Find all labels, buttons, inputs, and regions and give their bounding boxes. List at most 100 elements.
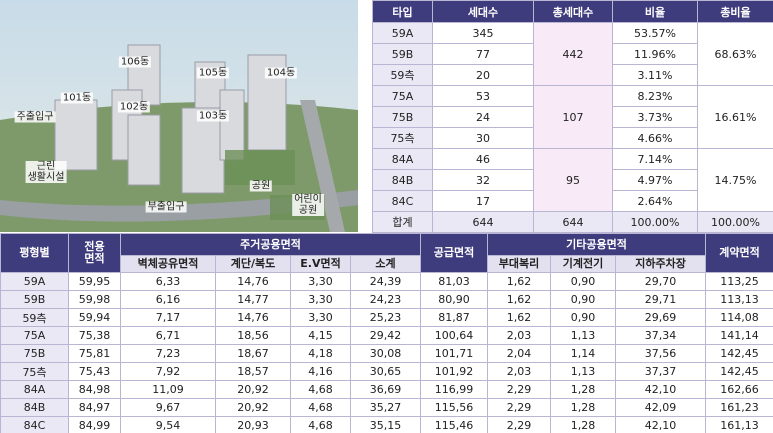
area-cell: 84,98 — [68, 380, 121, 399]
area-cell: 0,90 — [550, 290, 617, 309]
total-cell: 100.00% — [612, 211, 698, 233]
area-cell: 1,28 — [550, 398, 617, 417]
area-cell: 14,77 — [215, 290, 291, 309]
area-cell: 142,45 — [705, 362, 773, 381]
building-label: 103동 — [196, 110, 230, 122]
building-label: 104동 — [264, 67, 298, 79]
data-row: 59A 59,95 6,33 14,76 3,30 24,39 81,03 1,62 0,90 2… — [0, 272, 773, 291]
units-cell: 77 — [432, 43, 534, 65]
units-cell: 24 — [432, 106, 534, 128]
header-cell: 비율 — [612, 0, 698, 23]
area-cell: 4,68 — [290, 380, 351, 399]
total-units-cell: 442 — [533, 22, 613, 86]
header-cell: 공급면적 — [420, 233, 489, 273]
area-cell: 100,64 — [420, 326, 489, 345]
area-cell: 101,71 — [420, 344, 489, 363]
type-cell: 84A — [0, 380, 69, 399]
type-cell: 84B — [372, 169, 433, 191]
area-cell: 161,23 — [705, 398, 773, 417]
data-row: 59A 345 442 53.57% 68.63% — [372, 22, 773, 86]
area-cell: 42,09 — [615, 398, 707, 417]
area-cell: 75,38 — [68, 326, 121, 345]
area-cell: 18,56 — [215, 326, 291, 345]
ratio-cell: 8.23% — [612, 85, 698, 107]
sub-header-cell: 기계전기 — [550, 255, 617, 273]
sub-header-row: 벽체공유면적 계단/복도 E.V면적 소계 부대복리 기계전기 지하주차장 — [1, 255, 773, 273]
area-cell: 36,69 — [349, 380, 422, 399]
area-cell: 30,65 — [349, 362, 422, 381]
area-cell: 75,81 — [68, 344, 121, 363]
header-cell: 계약면적 — [705, 233, 773, 273]
building-label: 105동 — [196, 67, 230, 79]
area-cell: 2,04 — [487, 344, 552, 363]
area-cell: 1,28 — [550, 416, 617, 433]
area-cell: 25,23 — [349, 308, 422, 327]
type-cell: 75B — [0, 344, 69, 363]
data-row: 84B 84,97 9,67 20,92 4,68 35,27 115,56 2,29 1,28… — [0, 398, 773, 417]
type-cell: 84C — [0, 416, 69, 433]
area-cell: 2,03 — [487, 362, 552, 381]
total-cell: 644 — [432, 211, 534, 233]
area-cell: 35,15 — [349, 416, 422, 433]
units-cell: 53 — [432, 85, 534, 107]
ratio-cell: 3.73% — [612, 106, 698, 128]
area-cell: 75,43 — [68, 362, 121, 381]
area-cell: 84,99 — [68, 416, 121, 433]
ratio-cell: 2.64% — [612, 190, 698, 212]
area-cell: 113,25 — [705, 272, 773, 291]
building-label: 어린이 공원 — [292, 194, 324, 216]
type-cell: 59측 — [0, 308, 69, 327]
area-cell: 84,97 — [68, 398, 121, 417]
header-cell: 전용 면적 — [68, 233, 121, 273]
area-cell: 59,98 — [68, 290, 121, 309]
area-cell: 162,66 — [705, 380, 773, 399]
site-image — [0, 0, 358, 232]
ratio-cell: 53.57% — [612, 22, 698, 44]
area-cell: 30,08 — [349, 344, 422, 363]
total-ratio-cell: 14.75% — [697, 148, 773, 212]
area-cell: 14,76 — [215, 272, 291, 291]
area-cell: 7,23 — [120, 344, 216, 363]
sub-header-cell: 지하주차장 — [615, 255, 707, 273]
area-cell: 4,16 — [290, 362, 351, 381]
sub-header-cell: 부대복리 — [487, 255, 552, 273]
area-cell: 2,29 — [487, 416, 552, 433]
area-cell: 42,10 — [615, 416, 707, 433]
units-cell: 345 — [432, 22, 534, 44]
type-cell: 59B — [0, 290, 69, 309]
area-cell: 3,30 — [290, 290, 351, 309]
data-row: 75B 75,81 7,23 18,67 4,18 30,08 101,71 2,04 1,14… — [0, 344, 773, 363]
type-cell: 75측 — [372, 127, 433, 149]
header-cell: 타입 — [372, 0, 433, 23]
area-cell: 1,13 — [550, 326, 617, 345]
units-cell: 30 — [432, 127, 534, 149]
area-cell: 1,62 — [487, 290, 552, 309]
area-cell: 9,54 — [120, 416, 216, 433]
area-cell: 3,30 — [290, 308, 351, 327]
header-row: 평형별 전용 면적 주거공용면적 공급면적 기타공용면적 계약면적 — [0, 233, 773, 273]
area-cell: 59,95 — [68, 272, 121, 291]
area-cell: 80,90 — [420, 290, 489, 309]
area-cell: 35,27 — [349, 398, 422, 417]
total-cell: 100.00% — [697, 211, 773, 233]
area-cell: 114,08 — [705, 308, 773, 327]
type-cell: 75B — [372, 106, 433, 128]
units-cell: 46 — [432, 148, 534, 170]
total-cell: 644 — [533, 211, 613, 233]
type-table: 타입 세대수 총세대수 비율 총비율 59A 345 442 53.57% 68.63% 59B 77… — [372, 0, 773, 233]
total-ratio-cell: 16.61% — [697, 85, 773, 149]
area-table: 평형별 전용 면적 주거공용면적 공급면적 기타공용면적 계약면적 벽체공유면적 계단/복도 E… — [0, 233, 773, 433]
area-cell: 20,92 — [215, 398, 291, 417]
ratio-cell: 4.97% — [612, 169, 698, 191]
area-cell: 4,18 — [290, 344, 351, 363]
area-cell: 1,28 — [550, 380, 617, 399]
data-row: 84C 17 2.64% — [372, 190, 773, 212]
ratio-cell: 7.14% — [612, 148, 698, 170]
area-cell: 4,68 — [290, 398, 351, 417]
area-cell: 0,90 — [550, 272, 617, 291]
ratio-cell: 11.96% — [612, 43, 698, 65]
type-cell: 59측 — [372, 64, 433, 86]
area-cell: 18,67 — [215, 344, 291, 363]
data-row: 59B 77 11.96% — [372, 43, 773, 65]
